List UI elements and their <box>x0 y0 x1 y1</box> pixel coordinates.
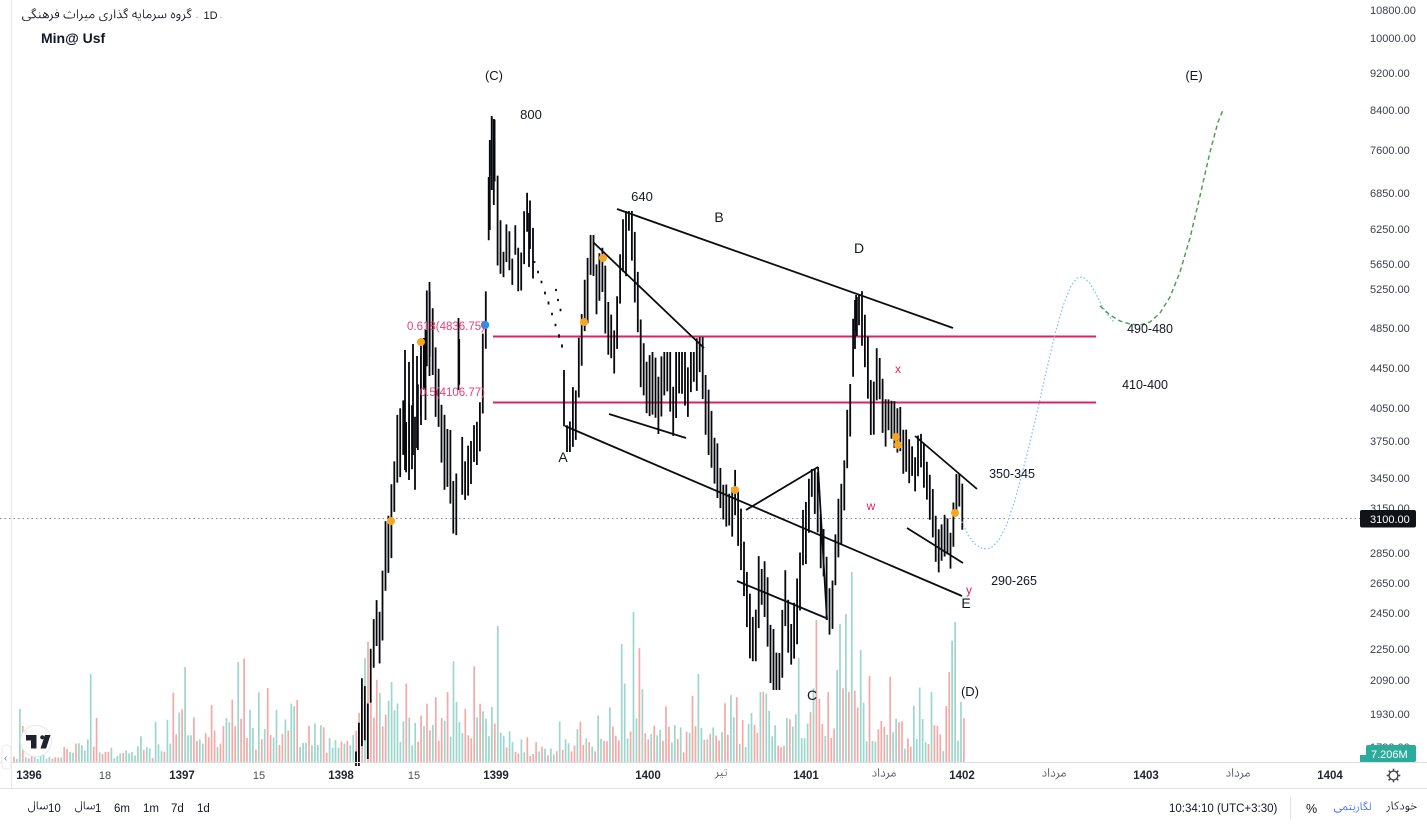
svg-text:.: . <box>196 9 199 21</box>
svg-text:(C): (C) <box>485 68 503 83</box>
svg-text:2250.00: 2250.00 <box>1370 644 1410 656</box>
svg-text:E: E <box>961 595 970 611</box>
svg-text:1403: 1403 <box>1133 770 1159 782</box>
svg-text:0.618(4836.75): 0.618(4836.75) <box>407 321 485 333</box>
svg-text:y: y <box>966 583 972 597</box>
svg-text:2850.00: 2850.00 <box>1370 548 1410 560</box>
svg-text:8400.00: 8400.00 <box>1370 105 1410 117</box>
svg-text:5650.00: 5650.00 <box>1370 259 1410 271</box>
svg-text:1D: 1D <box>204 10 218 22</box>
svg-text:C: C <box>807 687 817 703</box>
svg-text:800: 800 <box>520 107 542 122</box>
svg-text:1398: 1398 <box>328 770 354 782</box>
svg-text:2650.00: 2650.00 <box>1370 578 1410 590</box>
svg-text:290-265: 290-265 <box>991 574 1037 588</box>
svg-text:4850.00: 4850.00 <box>1370 323 1410 335</box>
svg-text:15: 15 <box>408 770 420 782</box>
svg-text:A: A <box>558 449 568 465</box>
svg-text:6250.00: 6250.00 <box>1370 224 1410 236</box>
svg-text:‹: ‹ <box>4 753 7 764</box>
svg-text:1d: 1d <box>197 803 210 815</box>
svg-text:5250.00: 5250.00 <box>1370 284 1410 296</box>
svg-text:(E): (E) <box>1185 68 1202 83</box>
svg-text:10800.00: 10800.00 <box>1370 5 1416 17</box>
svg-text:1400: 1400 <box>635 770 661 782</box>
svg-text:6850.00: 6850.00 <box>1370 188 1410 200</box>
svg-text:1397: 1397 <box>169 770 195 782</box>
svg-text:1399: 1399 <box>483 770 509 782</box>
svg-text:2090.00: 2090.00 <box>1370 675 1410 687</box>
svg-text:3100.00: 3100.00 <box>1370 514 1410 526</box>
svg-text:1396: 1396 <box>16 770 42 782</box>
svg-text:3450.00: 3450.00 <box>1370 473 1410 485</box>
svg-text:.: . <box>220 9 223 21</box>
svg-text:7600.00: 7600.00 <box>1370 145 1410 157</box>
svg-text:10: 10 <box>48 803 61 815</box>
svg-text:6m: 6m <box>114 803 130 815</box>
svg-text:B: B <box>714 209 723 225</box>
svg-text:4050.00: 4050.00 <box>1370 403 1410 415</box>
svg-text:2450.00: 2450.00 <box>1370 608 1410 620</box>
svg-text:7.206M: 7.206M <box>1371 749 1408 761</box>
svg-text:18: 18 <box>99 770 111 782</box>
svg-text:7d: 7d <box>171 803 184 815</box>
svg-text:490-480: 490-480 <box>1127 322 1173 336</box>
svg-text:350-345: 350-345 <box>989 467 1035 481</box>
svg-text:4450.00: 4450.00 <box>1370 363 1410 375</box>
svg-text:3750.00: 3750.00 <box>1370 436 1410 448</box>
svg-text:640: 640 <box>631 189 653 204</box>
svg-text:15: 15 <box>253 770 265 782</box>
svg-text:1: 1 <box>95 803 101 815</box>
svg-text:9200.00: 9200.00 <box>1370 68 1410 80</box>
svg-text:10:34:10 (UTC+3:30): 10:34:10 (UTC+3:30) <box>1169 803 1278 815</box>
svg-text:1m: 1m <box>143 803 159 815</box>
svg-text:w: w <box>866 499 876 513</box>
svg-text:1402: 1402 <box>949 770 975 782</box>
svg-text:D: D <box>854 240 864 256</box>
svg-text:0.5(4106.77): 0.5(4106.77) <box>420 387 485 399</box>
svg-text:(D): (D) <box>961 684 979 699</box>
svg-text:10000.00: 10000.00 <box>1370 33 1416 45</box>
svg-text:%: % <box>1306 802 1317 816</box>
svg-text:410-400: 410-400 <box>1122 378 1168 392</box>
svg-text:1401: 1401 <box>793 770 819 782</box>
svg-text:Min@ Usf: Min@ Usf <box>41 30 106 46</box>
svg-text:1404: 1404 <box>1317 770 1343 782</box>
svg-text:1930.00: 1930.00 <box>1370 709 1410 721</box>
svg-text:x: x <box>895 362 901 376</box>
